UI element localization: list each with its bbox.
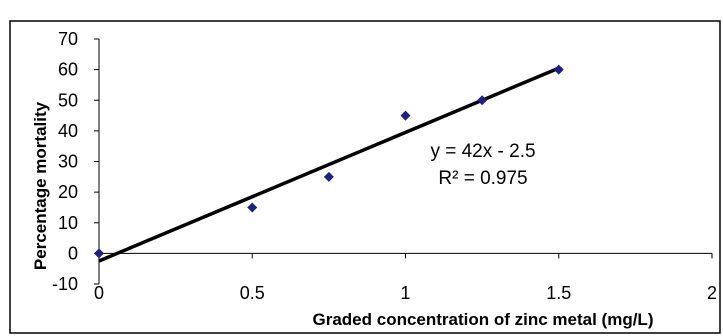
x-tick-label: 0.5 (240, 283, 265, 303)
trendline-r-squared: R² = 0.975 (438, 168, 527, 189)
data-points (94, 64, 564, 259)
x-tick-label: 0 (94, 283, 104, 303)
y-tick-label: 0 (68, 243, 78, 263)
y-tick-label: -10 (52, 274, 78, 294)
y-tick-labels: -10 0 10 20 30 40 50 60 70 (52, 29, 99, 294)
data-point (323, 171, 334, 182)
y-tick-label: 70 (58, 29, 78, 49)
trendline-equation: y = 42x - 2.5 (430, 141, 535, 162)
data-point (247, 202, 258, 213)
y-tick-label: 30 (58, 152, 78, 172)
data-point (553, 64, 564, 75)
y-tick-label: 40 (58, 121, 78, 141)
y-tick-label: 10 (58, 213, 78, 233)
data-point (400, 110, 411, 121)
y-tick-label: 50 (58, 90, 78, 110)
x-tick-labels: 0 0.5 1 1.5 2 (94, 253, 717, 303)
x-tick-label: 2 (707, 283, 717, 303)
y-tick-label: 60 (58, 60, 78, 80)
data-point (94, 248, 104, 259)
x-tick-label: 1 (400, 283, 410, 303)
data-point (477, 95, 488, 106)
x-tick-label: 1.5 (546, 283, 571, 303)
chart-border (9, 20, 721, 334)
y-tick-label: 20 (58, 182, 78, 202)
x-axis-title: Graded concentration of zinc metal (mg/L… (313, 310, 654, 329)
y-axis-title: Percentage mortality (31, 101, 50, 270)
